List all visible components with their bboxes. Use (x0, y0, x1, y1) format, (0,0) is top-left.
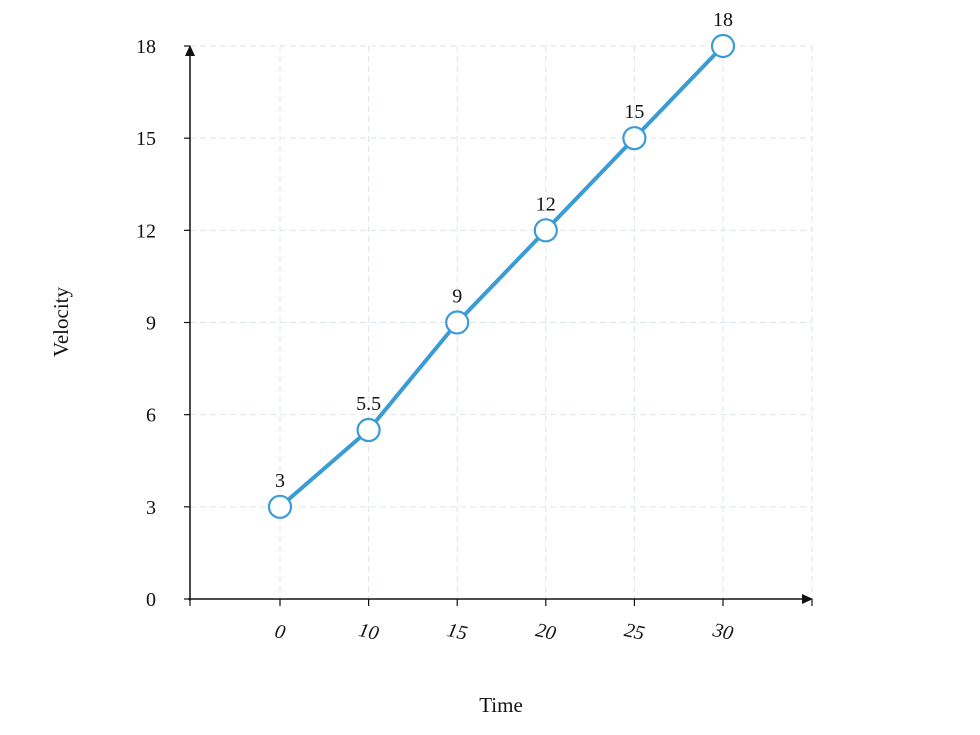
data-point (710, 33, 736, 59)
y-tick-label: 3 (146, 497, 156, 519)
y-axis-title: Velocity (49, 287, 73, 357)
y-tick-label: 18 (136, 36, 156, 58)
axes (185, 45, 813, 604)
data-label: 12 (536, 193, 556, 215)
x-tick-label: 30 (710, 619, 735, 645)
data-point (356, 417, 381, 443)
data-point (445, 310, 470, 335)
data-label: 3 (275, 470, 285, 492)
data-labels: 3 5.5 9 12 15 18 (275, 9, 733, 492)
x-axis-title: Time (479, 693, 523, 717)
series-group (267, 33, 736, 519)
x-tick-label: 10 (357, 619, 381, 645)
y-tick-label: 15 (136, 128, 156, 150)
data-label: 18 (713, 9, 733, 31)
data-label: 5.5 (356, 393, 381, 415)
y-tick-label: 0 (146, 589, 156, 611)
x-tick-label: 0 (273, 620, 287, 644)
data-point (267, 494, 293, 519)
y-tick-label: 12 (136, 220, 156, 242)
y-axis-arrow-icon (185, 45, 195, 56)
data-label: 9 (452, 286, 462, 308)
data-label: 15 (624, 101, 644, 123)
tick-labels: 0 3 6 9 12 15 18 0 10 15 20 25 30 (136, 36, 813, 645)
x-axis-arrow-icon (802, 594, 813, 604)
x-tick-label: 15 (445, 619, 469, 645)
x-tick-label: 25 (622, 619, 646, 645)
y-tick-label: 9 (146, 313, 156, 335)
y-tick-label: 6 (146, 405, 156, 427)
data-point (622, 126, 647, 151)
data-point (533, 218, 558, 243)
series-line (278, 44, 725, 509)
x-tick-label: 20 (534, 619, 558, 645)
